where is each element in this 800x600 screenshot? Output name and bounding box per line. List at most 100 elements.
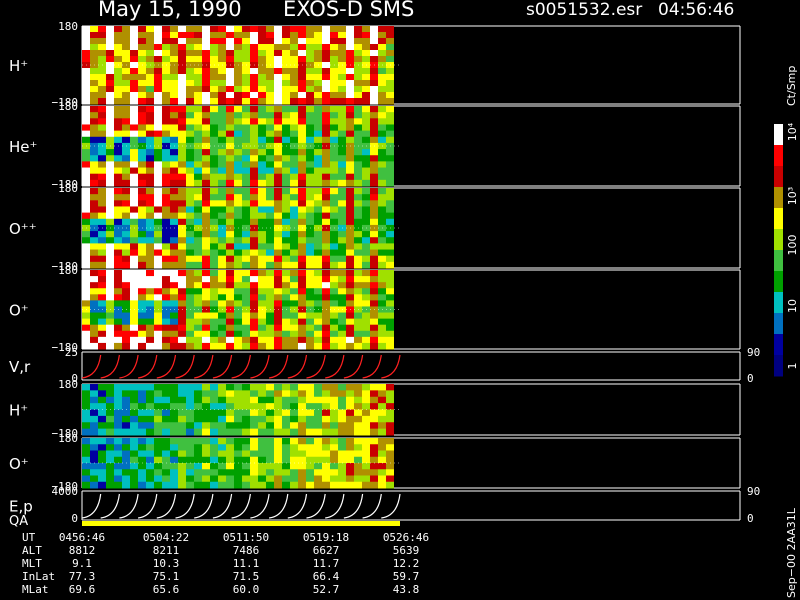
spectrogram-cell <box>258 50 266 57</box>
spectrogram-cell <box>114 218 122 226</box>
spectrogram-cell <box>386 450 394 458</box>
spectrogram-cell <box>218 92 226 99</box>
spectrogram-cell <box>234 149 242 156</box>
spectrogram-cell <box>354 179 362 187</box>
spectrogram-cell <box>314 342 322 350</box>
spectrogram-cell <box>282 396 290 404</box>
spectrogram-cell <box>330 92 338 99</box>
ephemeris-label: UT <box>22 531 36 544</box>
spectrogram-cell <box>306 255 314 263</box>
spectrogram-cell <box>258 237 266 244</box>
spectrogram-cell <box>130 206 138 214</box>
spectrogram-cell <box>82 206 90 214</box>
spectrogram-cell <box>234 173 242 181</box>
spectrogram-cell <box>202 249 210 257</box>
footer-code: Sep−00 2AA31L <box>785 507 798 598</box>
spectrogram-cell <box>322 276 330 283</box>
spectrogram-cell <box>314 428 322 436</box>
spectrogram-cell <box>378 282 386 289</box>
spectrogram-cell <box>90 68 98 75</box>
spectrogram-cell <box>202 403 210 410</box>
spectrogram-cell <box>114 98 122 105</box>
spectrogram-cell <box>162 444 170 451</box>
spectrogram-cell <box>330 237 338 244</box>
spectrogram-cell <box>178 249 186 257</box>
spectrogram-cell <box>266 456 274 464</box>
spectrogram-cell <box>362 106 370 113</box>
spectrogram-cell <box>98 444 106 451</box>
spectrogram-cell <box>114 124 122 132</box>
colorbar-swatch <box>774 145 783 167</box>
spectrogram-cell <box>162 324 170 332</box>
spectrogram-cell <box>90 243 98 251</box>
spectrogram-cell <box>298 188 306 195</box>
spectrogram-cell <box>178 161 186 169</box>
spectrogram-cell <box>122 118 130 125</box>
spectrogram-cell <box>154 106 162 113</box>
spectrogram-cell <box>330 463 338 470</box>
spectrogram-cell <box>138 231 146 238</box>
spectrogram-cell <box>106 390 114 398</box>
spectrogram-cell <box>290 312 298 320</box>
spectrogram-cell <box>90 194 98 201</box>
spectrogram-cell <box>314 26 322 33</box>
spectrogram-cell <box>282 276 290 283</box>
spectrogram-cell <box>130 86 138 93</box>
spectrogram-cell <box>162 249 170 257</box>
spectrogram-cell <box>202 276 210 283</box>
spectrogram-cell <box>370 243 378 251</box>
y-tick-bottom: −180 <box>52 178 79 191</box>
spectrogram-cell <box>202 124 210 132</box>
spectrogram-cell <box>282 415 290 423</box>
spectrogram-cell <box>106 336 114 344</box>
spectrogram-cell <box>378 444 386 451</box>
spectrogram-cell <box>282 92 290 99</box>
spectrogram-cell <box>226 161 234 169</box>
spectrogram-cell <box>362 161 370 169</box>
spectrogram-cell <box>202 294 210 301</box>
spectrogram-cell <box>258 74 266 81</box>
spectrogram-cell <box>290 86 298 93</box>
spectrogram-cell <box>306 318 314 326</box>
spectrogram-cell <box>362 450 370 458</box>
spectrogram-cell <box>354 218 362 226</box>
spectrogram-cell <box>306 32 314 39</box>
spectrogram-cell <box>386 403 394 410</box>
spectrogram-cell <box>346 80 354 87</box>
spectrogram-cell <box>202 218 210 226</box>
spectrogram-cell <box>338 173 346 181</box>
spectrogram-cell <box>90 38 98 45</box>
spectrogram-cell <box>210 149 218 156</box>
spectrogram-cell <box>146 44 154 51</box>
spectrogram-cell <box>226 155 234 162</box>
spectrogram-cell <box>178 384 186 391</box>
spectrogram-cell <box>282 324 290 332</box>
spectrogram-cell <box>162 300 170 307</box>
spectrogram-cell <box>178 324 186 332</box>
spectrogram-cell <box>242 294 250 301</box>
spectrogram-cell <box>370 98 378 105</box>
spectrogram-cell <box>82 415 90 423</box>
spectrogram-cell <box>386 149 394 156</box>
spectrogram-cell <box>170 336 178 344</box>
spectrogram-cell <box>218 456 226 464</box>
spectrogram-cell <box>106 438 114 445</box>
spectrogram-cell <box>210 130 218 138</box>
spectrogram-cell <box>186 212 194 220</box>
spectrogram-cell <box>370 200 378 207</box>
spectrogram-cell <box>218 38 226 45</box>
spectrogram-cell <box>330 312 338 320</box>
spectrogram-cell <box>226 276 234 283</box>
spectrogram-cell <box>378 396 386 404</box>
panel-label: O⁺ <box>9 302 29 320</box>
spectrogram-cell <box>130 330 138 338</box>
spectrogram-cell <box>154 179 162 187</box>
colorbar-tick-label: 10⁴ <box>786 122 799 141</box>
spectrogram-cell <box>266 206 274 214</box>
spectrogram-cell <box>258 173 266 181</box>
spectrogram-cell <box>170 74 178 81</box>
spectrogram-cell <box>250 276 258 283</box>
spectrogram-cell <box>370 194 378 201</box>
spectrogram-cell <box>234 312 242 320</box>
spectrogram-cell <box>306 384 314 391</box>
